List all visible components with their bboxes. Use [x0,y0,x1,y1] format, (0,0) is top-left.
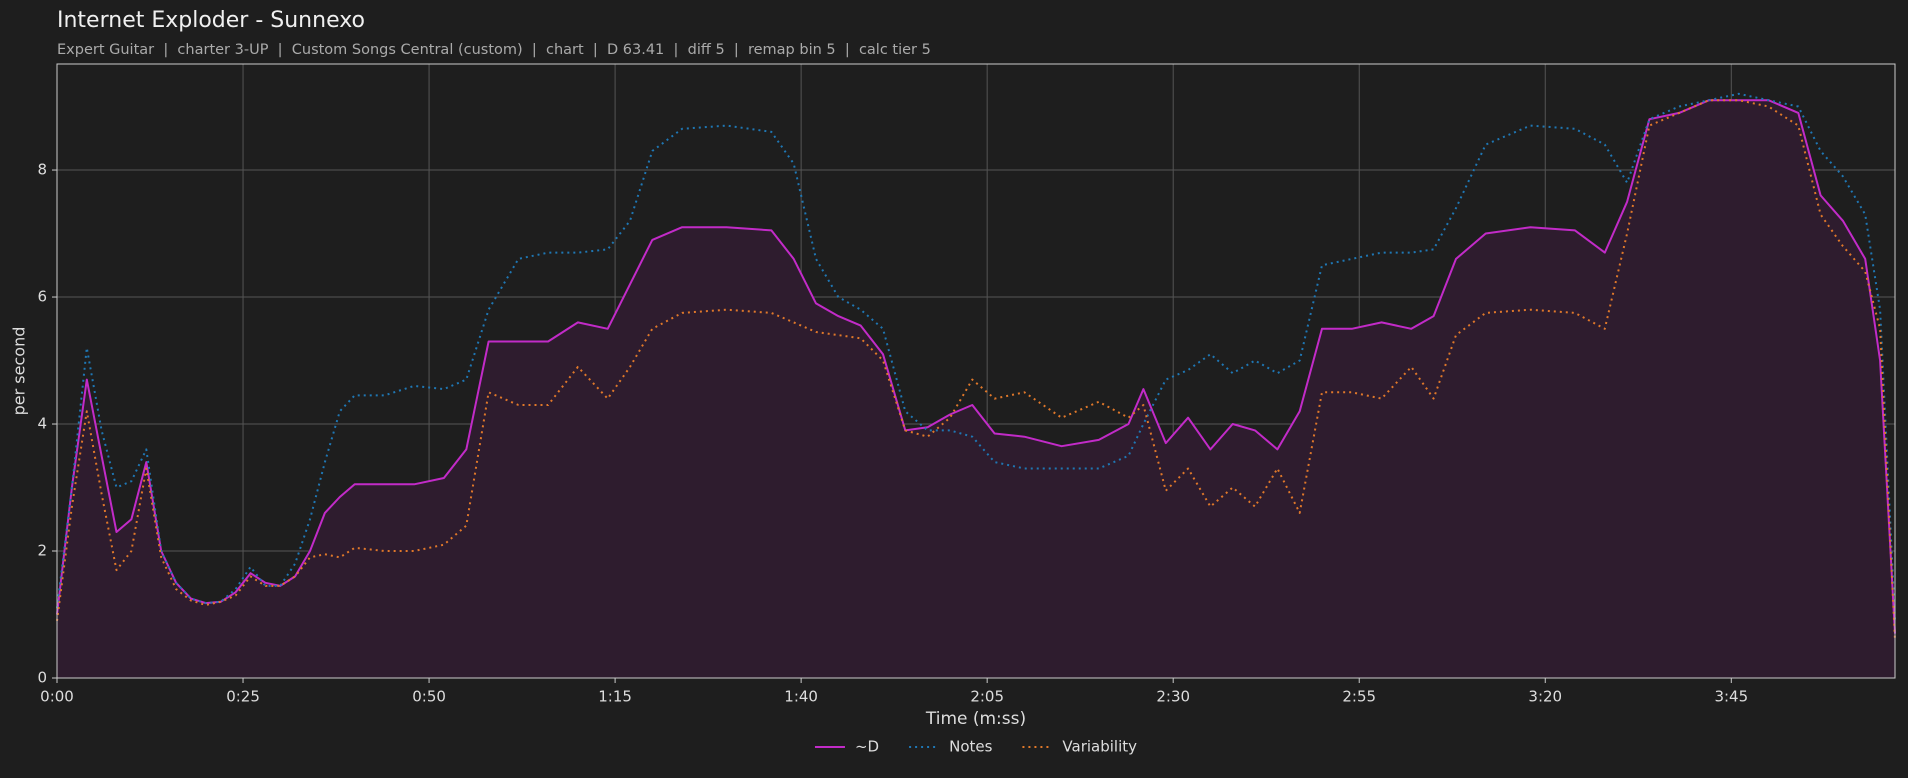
line [56,99,1896,640]
y-tick-label: 6 [37,288,47,306]
legend-label: ~D [855,738,879,756]
y-axis-label: per second [10,327,29,416]
x-tick-label: 1:40 [784,688,818,706]
x-tick-label: 3:45 [1714,688,1748,706]
x-tick-label: 3:20 [1528,688,1562,706]
x-tick-label: 2:05 [970,688,1004,706]
legend-label: Notes [949,738,993,756]
x-tick-label: 2:30 [1156,688,1190,706]
x-tick-label: 2:55 [1342,688,1376,706]
x-tick-label: 0:50 [412,688,446,706]
x-tick-label: 1:15 [598,688,632,706]
x-axis-label: Time (m:ss) [925,709,1026,729]
y-tick-label: 4 [37,415,47,433]
y-tick-label: 0 [37,669,47,687]
chart-subtitle: Expert Guitar | charter 3-UP | Custom So… [57,42,931,58]
area [57,100,1895,678]
plot-frame [56,63,1896,679]
chart-title: Internet Exploder - Sunnexo [57,8,365,33]
x-tick-label: 0:25 [226,688,260,706]
legend-label: Variability [1062,738,1137,756]
y-tick-label: 8 [37,161,47,179]
y-tick-label: 2 [37,542,47,560]
x-tick-label: 0:00 [40,688,74,706]
line [56,99,1896,634]
